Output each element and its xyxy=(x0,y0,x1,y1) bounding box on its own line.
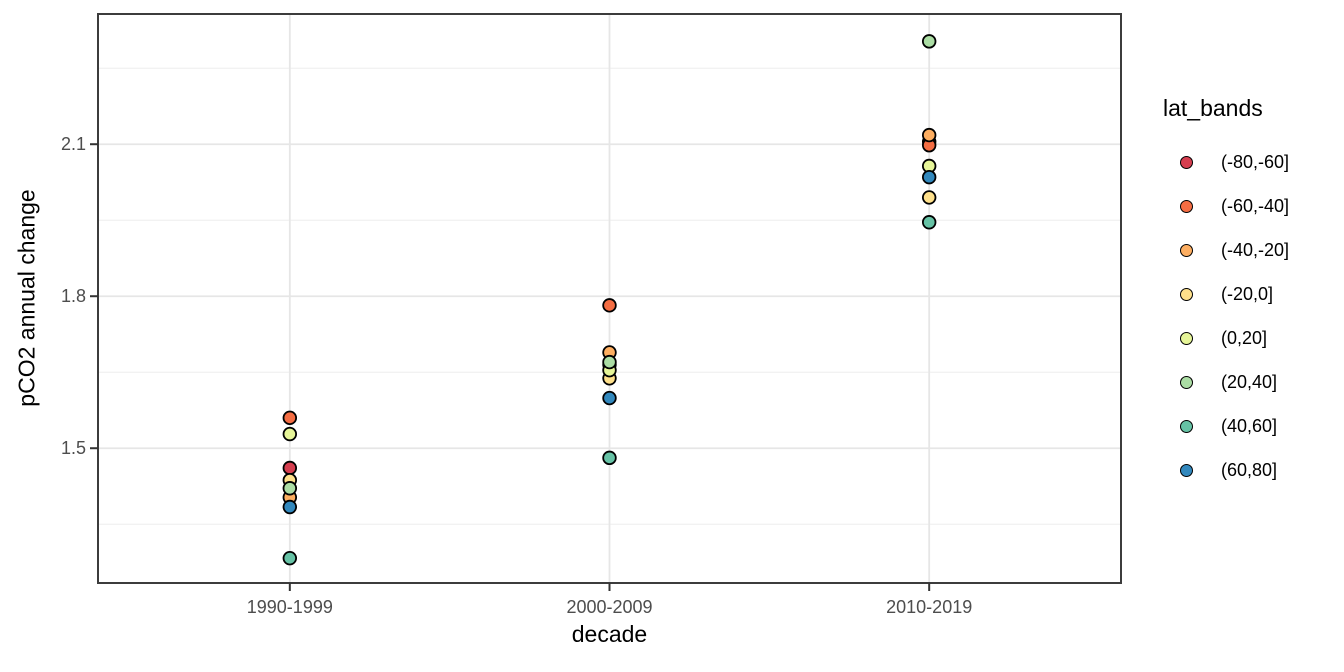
legend-swatch-icon xyxy=(1180,331,1193,345)
legend-item: (-60,-40] xyxy=(1163,184,1343,228)
data-point xyxy=(921,190,937,205)
legend-swatch-icon xyxy=(1180,243,1193,257)
legend-swatch-icon xyxy=(1180,463,1193,477)
legend-label: (-80,-60] xyxy=(1221,151,1290,172)
data-point xyxy=(282,426,298,442)
legend-label: (40,60] xyxy=(1221,415,1278,436)
data-point xyxy=(282,410,298,426)
data-point xyxy=(282,481,298,496)
x-tick-label: 1990-1999 xyxy=(246,597,333,617)
x-tick-label: 2010-2019 xyxy=(886,597,973,617)
data-point xyxy=(282,550,298,566)
legend-title: lat_bands xyxy=(1163,95,1263,121)
legend-swatch-icon xyxy=(1180,155,1193,169)
y-tick-label: 1.8 xyxy=(60,286,86,307)
data-point xyxy=(921,127,937,143)
data-point xyxy=(921,215,937,230)
data-point xyxy=(602,354,617,370)
legend-item: (-20,0] xyxy=(1163,272,1343,316)
legend: lat_bands (-80,-60] (-60,-40] (-40,-20] (-2… xyxy=(1163,94,1343,492)
legend-swatch-icon xyxy=(1180,375,1193,389)
legend-label: (60,80] xyxy=(1221,459,1278,480)
legend-item: (-40,-20] xyxy=(1163,228,1343,272)
legend-label: (0,20] xyxy=(1221,327,1268,348)
legend-swatch-icon xyxy=(1180,419,1193,433)
data-point xyxy=(282,460,298,476)
legend-label: (20,40] xyxy=(1221,371,1278,392)
legend-items: (-80,-60] (-60,-40] (-40,-20] (-20,0] (0,20]… xyxy=(1163,140,1343,492)
y-tick-label: 2.1 xyxy=(60,134,86,155)
legend-item: (20,40] xyxy=(1163,360,1343,404)
x-tick-label: 2000-2009 xyxy=(566,597,653,617)
legend-item: (-80,-60] xyxy=(1163,140,1343,184)
legend-item: (60,80] xyxy=(1163,448,1343,492)
x-axis-title: decade xyxy=(571,621,648,647)
data-point xyxy=(602,450,617,466)
data-point xyxy=(921,34,937,49)
legend-item: (0,20] xyxy=(1163,316,1343,360)
legend-label: (-60,-40] xyxy=(1221,195,1290,216)
data-point xyxy=(602,298,617,313)
y-tick-label: 1.5 xyxy=(60,438,86,459)
legend-swatch-icon xyxy=(1180,287,1193,301)
data-point xyxy=(282,499,298,515)
legend-label: (-20,0] xyxy=(1221,283,1274,304)
legend-swatch-icon xyxy=(1180,199,1193,213)
legend-label: (-40,-20] xyxy=(1221,239,1290,260)
legend-item: (40,60] xyxy=(1163,404,1343,448)
data-point xyxy=(921,169,937,185)
data-point xyxy=(602,390,617,406)
